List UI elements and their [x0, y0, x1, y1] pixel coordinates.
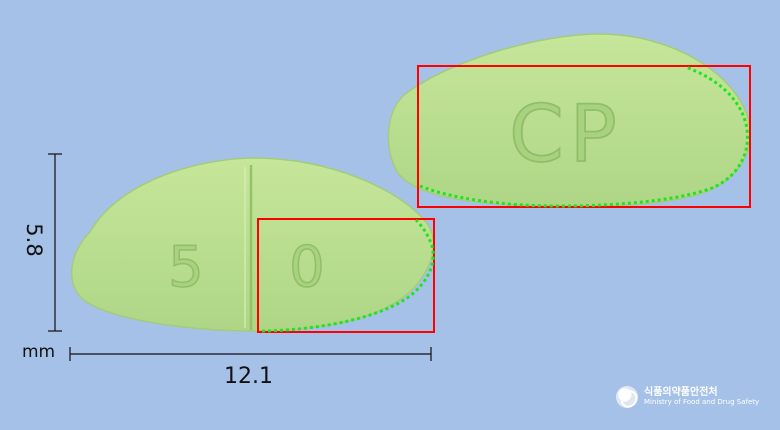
mfds-logo: 식품의약품안전처 Ministry of Food and Drug Safet… [616, 386, 759, 408]
imprint-back: CP [509, 90, 623, 180]
highlight-box-back [417, 65, 751, 208]
imprint-right-digit: 0 [289, 235, 325, 300]
highlight-box-front [257, 218, 435, 333]
edge-points-back [419, 65, 749, 208]
height-dimension-line [48, 153, 62, 332]
width-value: 12.1 [224, 364, 273, 389]
mfds-emblem-icon [616, 386, 638, 408]
tablet-front [70, 157, 435, 332]
unit-label: mm [22, 342, 56, 362]
width-dimension-line [69, 347, 432, 361]
height-value: 5.8 [22, 223, 46, 257]
tablet-back [387, 33, 751, 207]
imprint-left-digit: 5 [168, 235, 204, 300]
logo-english-text: Ministry of Food and Drug Safety [644, 397, 760, 406]
logo-korean-text: 식품의약품안전처 [644, 387, 718, 399]
